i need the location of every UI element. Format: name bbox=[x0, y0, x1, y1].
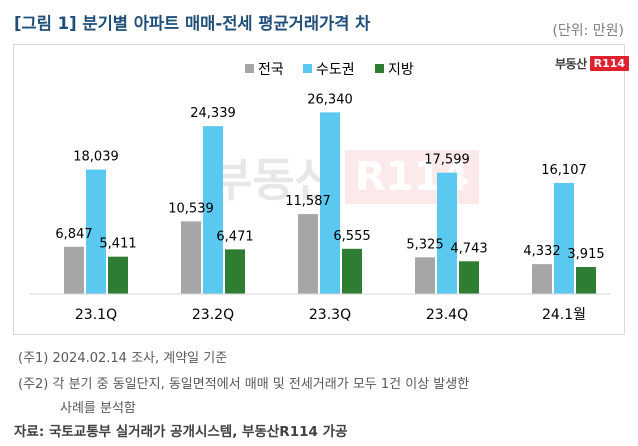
legend-label-지방: 지방 bbox=[388, 62, 414, 78]
bar-수도권-23.1Q bbox=[86, 169, 106, 294]
bar-지방-24.1월 bbox=[576, 267, 596, 294]
bar-수도권-24.1월 bbox=[554, 182, 574, 294]
value-label-수도권-23.3Q: 26,340 bbox=[307, 92, 353, 107]
brand-mark: R114 bbox=[589, 56, 630, 71]
value-label-수도권-23.1Q: 18,039 bbox=[73, 150, 119, 165]
bar-전국-24.1월 bbox=[532, 264, 552, 294]
x-tick-label-23.3Q: 23.3Q bbox=[309, 307, 351, 323]
value-label-수도권-24.1월: 16,107 bbox=[541, 163, 587, 178]
chart-title: [그림 1] 분기별 아파트 매매-전세 평균거래가격 차 bbox=[14, 14, 371, 33]
bar-전국-23.1Q bbox=[64, 246, 84, 294]
value-label-수도권-23.4Q: 17,599 bbox=[424, 153, 470, 168]
note-2-continued: 사례를 분석함 bbox=[60, 401, 136, 416]
x-tick-labels: 23.1Q 23.2Q 23.3Q 23.4Q 24.1월 bbox=[75, 307, 586, 323]
bar-수도권-23.4Q bbox=[437, 172, 457, 294]
value-label-지방-23.2Q: 6,471 bbox=[216, 229, 253, 244]
watermark-text: 부동산 bbox=[210, 153, 337, 207]
legend: 전국 수도권 지방 bbox=[245, 62, 414, 78]
value-label-전국-23.2Q: 10,539 bbox=[168, 201, 214, 216]
value-label-지방-24.1월: 3,915 bbox=[567, 247, 604, 262]
value-label-전국-23.4Q: 5,325 bbox=[406, 237, 443, 252]
source-note: 자료: 국토교통부 실거래가 공개시스템, 부동산R114 가공 bbox=[14, 424, 348, 440]
x-tick-label-23.1Q: 23.1Q bbox=[75, 307, 117, 323]
bar-전국-23.3Q bbox=[298, 214, 318, 294]
value-labels: 6,847 18,039 5,411 10,539 24,339 6,471 11,587 2… bbox=[55, 92, 604, 262]
bar-전국-23.2Q bbox=[181, 221, 201, 294]
bar-지방-23.3Q bbox=[342, 248, 362, 294]
unit-label: (단위: 만원) bbox=[552, 23, 624, 39]
legend-label-전국: 전국 bbox=[258, 62, 284, 78]
brand-text: 부동산 bbox=[555, 57, 587, 71]
value-label-지방-23.1Q: 5,411 bbox=[99, 237, 136, 252]
x-tick-label-23.4Q: 23.4Q bbox=[426, 307, 468, 323]
bar-지방-23.2Q bbox=[225, 249, 245, 294]
legend-swatch-수도권 bbox=[303, 64, 312, 73]
x-tick-label-23.2Q: 23.2Q bbox=[192, 307, 234, 323]
value-label-전국-23.1Q: 6,847 bbox=[55, 227, 92, 242]
bar-수도권-23.2Q bbox=[203, 126, 223, 294]
bar-전국-23.4Q bbox=[415, 257, 435, 294]
bar-수도권-23.3Q bbox=[320, 112, 340, 295]
legend-label-수도권: 수도권 bbox=[316, 62, 355, 78]
legend-swatch-지방 bbox=[375, 64, 384, 73]
brand-logo: 부동산 R114 bbox=[555, 55, 630, 72]
bar-지방-23.4Q bbox=[459, 261, 479, 294]
note-1: (주1) 2024.02.14 조사, 계약일 기준 bbox=[18, 351, 228, 366]
value-label-전국-23.3Q: 11,587 bbox=[285, 194, 331, 209]
value-label-지방-23.4Q: 4,743 bbox=[450, 241, 487, 256]
bar-지방-23.1Q bbox=[108, 256, 128, 294]
x-tick-label-24.1월: 24.1월 bbox=[542, 307, 586, 323]
value-label-수도권-23.2Q: 24,339 bbox=[190, 106, 236, 121]
value-label-지방-23.3Q: 6,555 bbox=[333, 229, 370, 244]
chart-frame bbox=[13, 44, 625, 335]
legend-swatch-전국 bbox=[245, 64, 254, 73]
value-label-전국-24.1월: 4,332 bbox=[523, 244, 560, 259]
bars bbox=[64, 112, 596, 295]
note-2: (주2) 각 분기 중 동일단지, 동일면적에서 매매 및 전세거래가 모두 1… bbox=[18, 377, 470, 392]
